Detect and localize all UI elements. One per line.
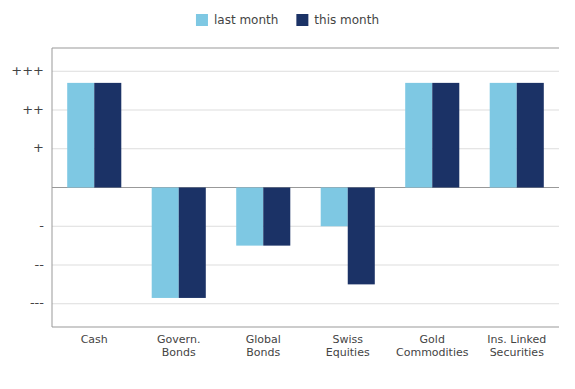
x-tick-label: Ins. LinkedSecurities <box>487 333 546 359</box>
x-tick-label-line: Govern. <box>157 333 200 346</box>
x-tick-label: GoldCommodities <box>396 333 469 359</box>
y-tick-label: -- <box>35 257 45 272</box>
x-tick-label: Cash <box>81 333 108 346</box>
grid-line <box>52 148 559 149</box>
chart-svg: ------++++++CashGovern.BondsGlobalBondsS… <box>0 0 575 389</box>
y-tick-label: ++ <box>22 102 44 117</box>
y-tick-label: - <box>39 218 44 233</box>
legend: last month this month <box>196 13 379 27</box>
x-tick-label-line: Bonds <box>246 346 280 359</box>
y-axis-labels: ------++++++ <box>11 63 44 311</box>
y-tick-label: --- <box>30 295 44 310</box>
bar <box>236 188 263 246</box>
legend-label: this month <box>314 13 379 27</box>
bar <box>179 188 206 298</box>
y-tick-label: + <box>33 140 44 155</box>
x-tick-label-line: Cash <box>81 333 108 346</box>
x-tick-label-line: Gold <box>420 333 445 346</box>
bar <box>490 83 517 188</box>
grid-line <box>52 226 559 227</box>
bar <box>152 188 179 298</box>
plot-frame <box>52 48 559 327</box>
bar <box>67 83 94 188</box>
grid <box>52 71 559 304</box>
chart-container: ------++++++CashGovern.BondsGlobalBondsS… <box>0 0 575 389</box>
x-tick-label: SwissEquities <box>326 333 370 359</box>
x-tick-label-line: Bonds <box>162 346 196 359</box>
x-tick-label: Govern.Bonds <box>157 333 200 359</box>
page: {"chart_data": {"type": "bar", "categori… <box>0 0 575 389</box>
x-tick-label-line: Securities <box>490 346 544 359</box>
grid-line <box>52 187 559 188</box>
x-tick-label-line: Ins. Linked <box>487 333 546 346</box>
top-border <box>52 48 559 49</box>
grid-line <box>52 71 559 72</box>
y-axis-line <box>52 48 53 327</box>
bar <box>94 83 121 188</box>
bar-series <box>67 83 517 298</box>
legend-swatch <box>196 14 208 26</box>
x-tick-label-line: Equities <box>326 346 370 359</box>
grid-line <box>52 265 559 266</box>
grid-line <box>52 303 559 304</box>
legend-swatch <box>296 14 308 26</box>
bar <box>432 83 459 188</box>
bar <box>263 188 290 246</box>
bar <box>517 83 544 188</box>
bottom-border <box>52 327 559 328</box>
y-tick-label: +++ <box>11 63 44 78</box>
grid-line <box>52 110 559 111</box>
bar <box>321 188 348 227</box>
bar <box>405 83 432 188</box>
bar-series <box>94 83 544 298</box>
legend-label: last month <box>214 13 278 27</box>
x-tick-label: GlobalBonds <box>246 333 281 359</box>
bars <box>67 83 544 298</box>
x-tick-label-line: Commodities <box>396 346 469 359</box>
bar <box>348 188 375 285</box>
x-axis-labels: CashGovern.BondsGlobalBondsSwissEquities… <box>81 333 546 359</box>
x-tick-label-line: Swiss <box>333 333 364 346</box>
x-tick-label-line: Global <box>246 333 281 346</box>
